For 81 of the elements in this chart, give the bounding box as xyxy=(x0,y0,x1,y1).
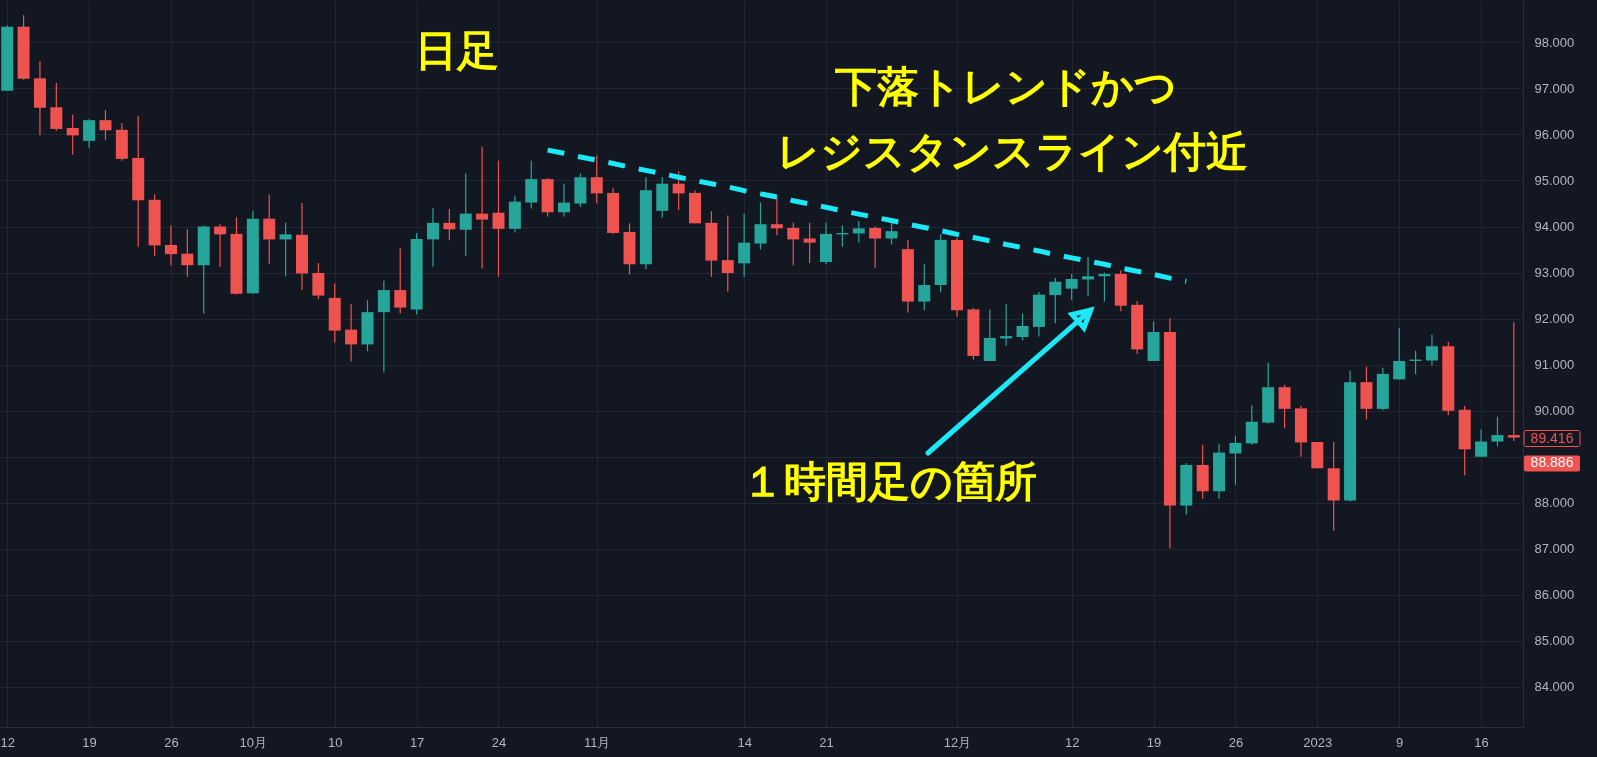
candlestick xyxy=(1065,273,1078,301)
candlestick xyxy=(869,225,882,269)
candlestick xyxy=(50,82,63,132)
candlestick xyxy=(426,207,439,268)
candlestick xyxy=(672,170,685,211)
candlestick xyxy=(918,263,931,311)
candlestick xyxy=(558,183,570,217)
candlestick xyxy=(1425,334,1438,367)
y-tick-label: 91.000 xyxy=(1534,357,1575,373)
y-tick-label: 92.000 xyxy=(1534,311,1575,327)
candlestick xyxy=(492,160,505,278)
candlestick xyxy=(459,172,472,257)
x-tick-label: 26 xyxy=(164,734,179,750)
y-tick-label: 95.000 xyxy=(1534,172,1575,188)
x-tick-label: 19 xyxy=(1146,734,1162,750)
candlestick xyxy=(1475,428,1488,458)
candlestick xyxy=(377,280,390,374)
candlestick xyxy=(263,194,276,265)
y-tick-label: 90.000 xyxy=(1534,403,1575,419)
x-tick-label: 10 xyxy=(328,734,343,750)
candlestick xyxy=(181,228,194,278)
candlestick xyxy=(83,118,96,149)
candlestick xyxy=(443,208,456,241)
x-tick-label: 12 xyxy=(1064,734,1080,750)
x-tick-label: 26 xyxy=(1228,734,1244,750)
candlestick xyxy=(279,222,292,277)
x-tick-label: 11月 xyxy=(584,734,611,750)
y-tick-label: 88.000 xyxy=(1534,495,1575,511)
y-tick-label: 98.000 xyxy=(1534,34,1575,50)
candlestick xyxy=(787,222,800,266)
candlestick xyxy=(1507,321,1520,442)
x-tick-label: 9 xyxy=(1396,734,1404,750)
candlestick xyxy=(1491,416,1504,448)
candlestick xyxy=(852,220,865,244)
candlestick xyxy=(1278,384,1291,429)
x-tick-label: 24 xyxy=(491,734,507,750)
x-tick-label: 10月 xyxy=(239,734,268,750)
y-tick-label: 87.000 xyxy=(1534,541,1575,557)
candlestick xyxy=(983,309,996,362)
candlestick xyxy=(1393,327,1406,380)
x-tick-label: 19 xyxy=(82,734,97,750)
candlestick xyxy=(721,214,734,293)
text: 88.886 xyxy=(1530,454,1574,471)
y-tick-label: 84.000 xyxy=(1534,679,1575,695)
candlestick xyxy=(345,303,358,363)
y-tick-label: 97.000 xyxy=(1534,80,1575,96)
candlestick xyxy=(164,225,177,266)
x-tick-label: 12月 xyxy=(943,734,972,750)
candlestick xyxy=(1229,434,1242,486)
candlestick xyxy=(525,160,538,210)
x-tick-label: 17 xyxy=(409,734,425,750)
candlestick xyxy=(885,222,898,246)
candlestick xyxy=(738,213,751,278)
candlestick xyxy=(312,262,325,300)
text: 89.416 xyxy=(1530,429,1574,446)
x-tick-label: 12 xyxy=(0,734,15,750)
candlestick xyxy=(1245,404,1258,446)
candlestick xyxy=(590,155,603,205)
x-tick-label: 16 xyxy=(1474,734,1489,750)
y-tick-label: 85.000 xyxy=(1534,633,1575,649)
y-tick-label: 86.000 xyxy=(1534,587,1575,603)
candlestick xyxy=(1016,312,1029,341)
candlestick xyxy=(476,146,489,270)
y-tick-label: 96.000 xyxy=(1534,126,1575,142)
annotation: 日足 xyxy=(415,26,499,75)
annotation: レジスタンスライン付近 xyxy=(776,127,1248,176)
candlestick xyxy=(1049,277,1062,324)
y-tick-label: 93.000 xyxy=(1534,265,1575,281)
candlestick xyxy=(1082,256,1095,298)
candlestick xyxy=(66,114,79,156)
candlestick xyxy=(770,196,783,236)
annotation: 下落トレンドかつ xyxy=(834,62,1177,111)
annotation: １時間足の箇所 xyxy=(741,457,1037,506)
x-tick-label: 2023 xyxy=(1303,734,1333,750)
candlestick xyxy=(803,222,816,264)
candlestick xyxy=(754,201,767,251)
x-tick-label: 14 xyxy=(737,734,752,750)
y-tick-label: 94.000 xyxy=(1534,219,1575,235)
candlestick xyxy=(394,247,407,315)
x-tick-label: 21 xyxy=(819,734,834,750)
candlestick xyxy=(99,109,112,141)
